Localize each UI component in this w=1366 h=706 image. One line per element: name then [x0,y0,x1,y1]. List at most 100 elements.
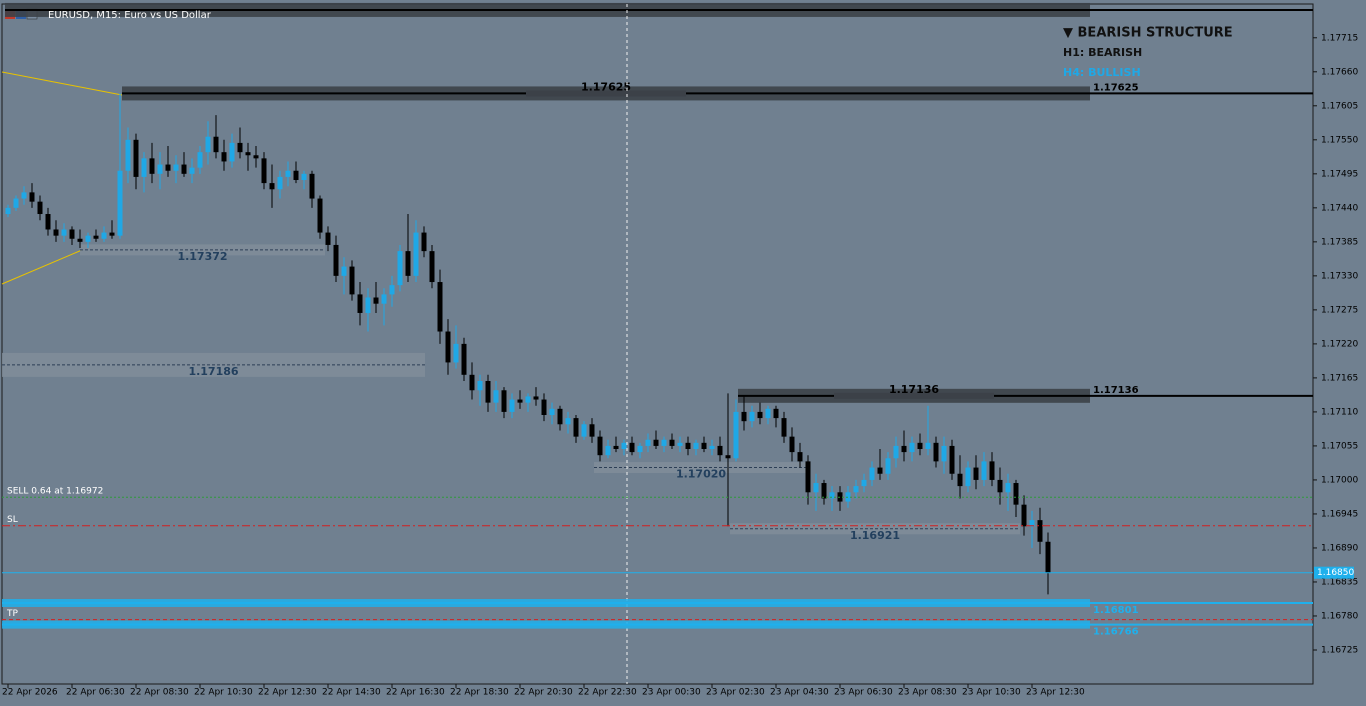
candle-body [885,458,891,474]
candle-body [285,170,291,177]
candle-body [61,229,67,236]
candle-body [637,445,643,453]
candle-body [469,374,475,391]
trendline [1,71,123,96]
candle-body [1029,520,1035,527]
candle-body [781,418,787,437]
candle-body [133,139,139,177]
candle-body [533,396,539,400]
y-tick-label: 1.17110 [1321,407,1358,417]
chart-title: EURUSD, M15: Euro vs US Dollar [48,10,212,21]
candle-body [373,297,379,304]
candle-body [117,170,123,236]
candle-body [477,380,483,391]
candle-body [1045,541,1051,573]
y-tick-label: 1.17385 [1321,237,1358,247]
candle-body [365,297,371,313]
candle-body [677,442,683,446]
candle-body [453,343,459,363]
candle-body [357,294,363,313]
candle-body [1005,483,1011,493]
candle-body [325,232,331,245]
candle-body [797,452,803,462]
candle-body [405,251,411,276]
sl-label: SL [7,515,18,525]
candle-body [213,136,219,153]
candle-body [301,173,307,181]
x-tick-label: 22 Apr 08:30 [130,688,189,698]
candle-body [605,445,611,456]
candle-body [725,455,731,459]
candle-body [829,492,835,499]
y-tick-label: 1.16945 [1321,509,1358,519]
candle-body [397,251,403,286]
candle-body [101,232,107,239]
candle-body [933,442,939,462]
y-tick-label: 1.16835 [1321,577,1358,587]
candle-body [1021,504,1027,527]
y-tick-label: 1.16780 [1321,611,1358,621]
candle-body [205,136,211,153]
y-tick-label: 1.17440 [1321,203,1358,213]
x-tick-label: 22 Apr 22:30 [578,688,637,698]
target-label: 1.16766 [1093,627,1139,638]
candle-body [317,198,323,233]
candle-body [701,442,707,450]
candle-body [13,198,19,208]
candle-body [125,139,131,171]
x-tick-label: 22 Apr 20:30 [514,688,573,698]
structure-title: ▼ BEARISH STRUCTURE [1063,26,1233,41]
candle-body [197,152,203,168]
candle-body [861,479,867,487]
candle-body [237,142,243,153]
candle-body [821,483,827,499]
candle-body [69,229,75,239]
y-tick-label: 1.17605 [1321,101,1358,111]
label-gap [526,90,686,97]
tp-label: TP [6,609,18,619]
y-tick-label: 1.17220 [1321,339,1358,349]
candle-body [965,467,971,487]
candle-body [501,390,507,412]
candle-body [45,214,51,230]
y-tick-label: 1.17000 [1321,475,1358,485]
x-tick-label: 22 Apr 06:30 [66,688,125,698]
candle-body [813,483,819,493]
candle-body [925,442,931,450]
y-tick-label: 1.17330 [1321,271,1358,281]
candle-body [5,207,11,215]
candle-body [21,192,27,199]
y-tick-label: 1.17495 [1321,169,1358,179]
candle-body [437,282,443,332]
candle-body [141,158,147,177]
x-tick-label: 23 Apr 10:30 [962,688,1021,698]
candle-body [85,235,91,242]
candle-body [557,408,563,425]
candle-body [493,390,499,403]
sell-label: SELL 0.64 at 1.16972 [7,487,103,497]
candle-body [485,380,491,403]
candle-body [189,167,195,174]
candle-body [949,445,955,474]
candle-body [525,396,531,403]
candle-body [565,418,571,425]
x-tick-label: 23 Apr 08:30 [898,688,957,698]
candle-body [277,176,283,190]
candle-body [333,244,339,276]
candle-body [693,442,699,450]
candle-body [229,142,235,162]
candle-body [1013,483,1019,505]
candle-body [149,158,155,174]
candles [5,93,1051,595]
candle-body [717,445,723,456]
candle-body [749,411,755,422]
zone-label: 1.17136 [889,383,939,396]
candle-body [877,467,883,474]
structure-h1: H1: BEARISH [1063,46,1142,59]
candle-body [381,294,387,304]
zones: 1.17625 1.17625 1.17136 1.17136 1.17372 1.171… [2,2,1313,542]
candle-body [541,399,547,415]
candle-body [989,461,995,480]
candle-body [893,445,899,459]
target-label: 1.16801 [1093,605,1139,616]
